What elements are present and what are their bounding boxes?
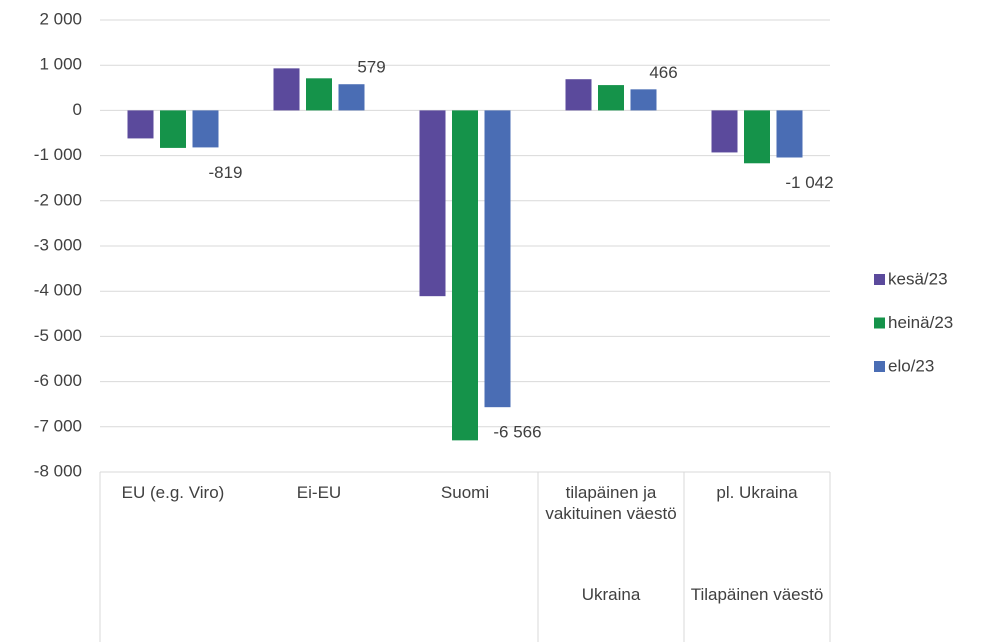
y-tick-label: -7 000 (34, 416, 82, 435)
bar (192, 110, 219, 148)
bar (338, 84, 365, 111)
legend-swatch (874, 274, 885, 285)
bar (306, 78, 332, 111)
bar (598, 85, 624, 111)
data-label: 579 (357, 58, 385, 77)
bar (565, 79, 592, 111)
x-tick-label: Ei-EU (296, 483, 342, 502)
x-group-label: Ukraina (581, 585, 641, 604)
y-tick-label: 2 000 (39, 9, 82, 28)
x-tick-label: tilapäinen ja vakituinen väestö (545, 483, 677, 523)
data-label: -1 042 (785, 173, 833, 192)
bar (127, 110, 154, 139)
y-tick-label: -1 000 (34, 145, 82, 164)
bar (630, 89, 657, 111)
legend-swatch (874, 317, 885, 329)
legend-label: heinä/23 (888, 313, 953, 332)
data-label: -819 (208, 163, 242, 182)
bar (776, 110, 803, 158)
bar (744, 110, 770, 164)
x-group-label: Tilapäinen väestö (690, 585, 824, 604)
x-tick-label: Suomi (440, 483, 490, 502)
bar (273, 68, 300, 111)
y-tick-label: 1 000 (39, 55, 82, 74)
x-tick-label: EU (e.g. Viro) (121, 483, 225, 502)
bar (419, 110, 446, 297)
y-tick-label: 0 (73, 100, 82, 119)
y-tick-label: -3 000 (34, 235, 82, 254)
y-tick-label: -4 000 (34, 281, 82, 300)
y-tick-label: -2 000 (34, 190, 82, 209)
data-label: 466 (649, 63, 677, 82)
y-tick-label: -5 000 (34, 326, 82, 345)
y-tick-label: -6 000 (34, 371, 82, 390)
bar (452, 110, 478, 441)
data-label: -6 566 (493, 423, 541, 442)
legend-swatch (874, 361, 885, 372)
bar (484, 110, 511, 408)
bar (711, 110, 738, 153)
legend-label: elo/23 (888, 356, 934, 375)
x-tick-label: pl. Ukraina (716, 483, 798, 502)
y-tick-label: -8 000 (34, 461, 82, 480)
legend-label: kesä/23 (888, 269, 948, 288)
bar (160, 110, 186, 148)
